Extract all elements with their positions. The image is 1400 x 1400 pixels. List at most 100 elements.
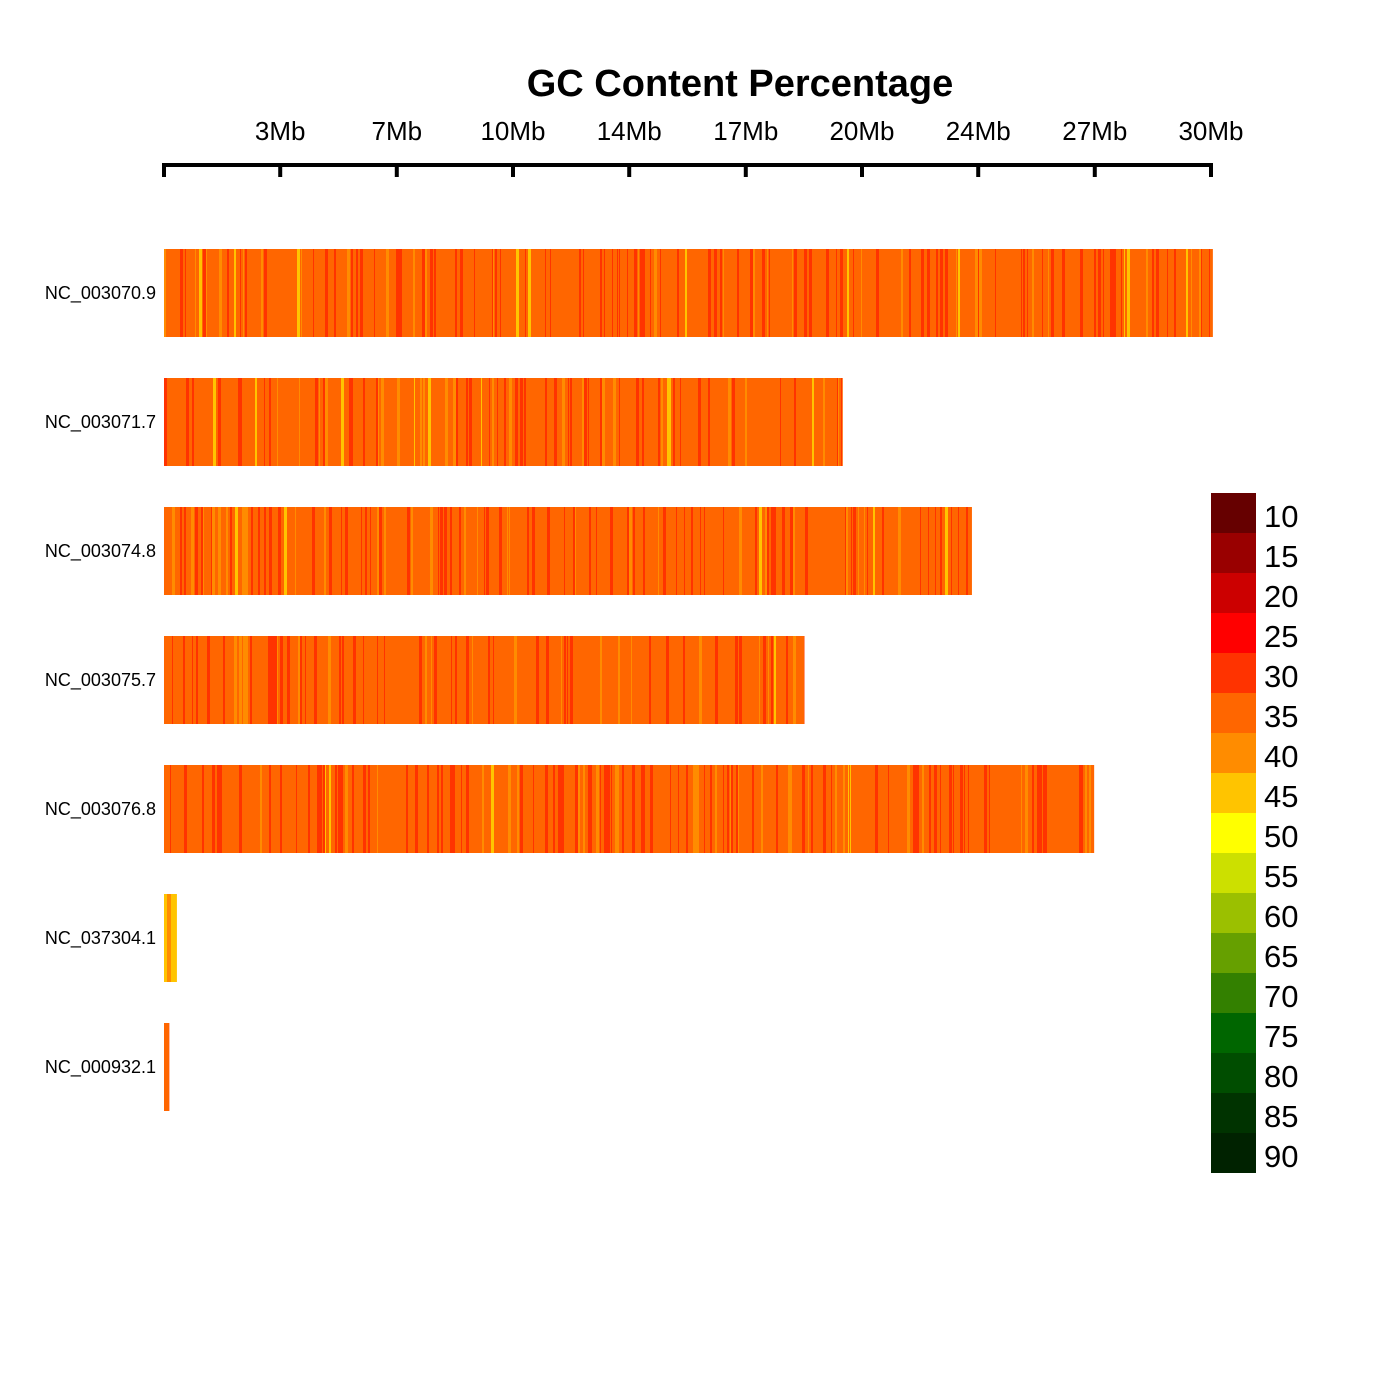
gc-stripe	[245, 765, 248, 853]
gc-stripe	[1127, 249, 1130, 337]
gc-stripe	[964, 765, 965, 853]
gc-stripe	[638, 765, 641, 853]
gc-stripe	[811, 765, 813, 853]
gc-stripe	[183, 765, 184, 853]
gc-stripe	[441, 636, 444, 724]
gc-stripe	[350, 507, 351, 595]
gc-stripe	[403, 378, 404, 466]
gc-stripe	[206, 378, 207, 466]
gc-stripe	[493, 636, 494, 724]
gc-stripe	[739, 636, 742, 724]
gc-stripe	[358, 378, 361, 466]
gc-stripe	[469, 507, 471, 595]
gc-stripe	[340, 765, 343, 853]
gc-stripe	[762, 249, 765, 337]
gc-stripe	[709, 765, 710, 853]
gc-stripe	[529, 378, 530, 466]
gc-stripe	[432, 378, 433, 466]
gc-stripe	[169, 894, 171, 982]
gc-stripe	[1061, 249, 1062, 337]
gc-stripe	[1048, 249, 1049, 337]
gc-stripe	[351, 636, 352, 724]
gc-stripe	[651, 636, 654, 724]
gc-stripe	[958, 507, 959, 595]
gc-stripe	[853, 249, 854, 337]
gc-stripe	[728, 378, 731, 466]
chromosome-label: NC_003075.7	[45, 670, 156, 691]
gc-stripe	[164, 249, 166, 337]
x-tick-label: 27Mb	[1062, 116, 1127, 146]
gc-stripe	[365, 507, 367, 595]
gc-stripe	[1003, 765, 1004, 853]
gc-stripe	[402, 249, 404, 337]
gc-stripe	[1202, 249, 1203, 337]
gc-stripe	[740, 249, 741, 337]
gc-stripe	[1110, 249, 1113, 337]
gc-stripe	[524, 378, 526, 466]
gc-stripe	[680, 378, 681, 466]
gc-stripe	[1023, 249, 1025, 337]
gc-stripe	[575, 636, 576, 724]
gc-stripe	[754, 765, 756, 853]
gc-stripe	[766, 765, 768, 853]
gc-stripe	[278, 507, 281, 595]
gc-stripe	[693, 378, 694, 466]
gc-stripe	[676, 636, 679, 724]
gc-stripe	[293, 636, 296, 724]
gc-stripe	[616, 507, 618, 595]
gc-stripe	[493, 249, 494, 337]
gc-stripe	[334, 765, 335, 853]
gc-stripe	[916, 765, 919, 853]
gc-stripe	[1089, 765, 1091, 853]
gc-stripe	[300, 636, 302, 724]
legend-label: 55	[1264, 859, 1298, 894]
gc-stripe	[879, 765, 881, 853]
gc-stripe	[765, 507, 767, 595]
gc-stripe	[312, 765, 315, 853]
gc-stripe	[952, 507, 955, 595]
gc-stripe	[250, 636, 252, 724]
gc-stripe	[1201, 249, 1202, 337]
gc-stripe	[831, 765, 832, 853]
gc-stripe	[553, 765, 555, 853]
gc-stripe	[1068, 249, 1070, 337]
gc-stripe	[735, 378, 738, 466]
gc-stripe	[650, 765, 653, 853]
gc-stripe	[393, 765, 395, 853]
gc-stripe	[578, 636, 581, 724]
gc-stripe	[318, 636, 320, 724]
gc-stripe	[753, 507, 755, 595]
gc-stripe	[723, 249, 724, 337]
gc-stripe	[369, 378, 370, 466]
gc-stripe	[479, 249, 480, 337]
gc-stripe	[1032, 249, 1034, 337]
gc-stripe	[686, 378, 687, 466]
gc-stripe	[381, 636, 382, 724]
gc-stripe	[532, 378, 535, 466]
gc-stripe	[1098, 249, 1099, 337]
gc-stripe	[562, 378, 565, 466]
legend-label: 65	[1264, 939, 1298, 974]
gc-stripe	[539, 507, 541, 595]
gc-stripe	[420, 378, 422, 466]
gc-stripe	[617, 249, 618, 337]
gc-stripe	[772, 378, 774, 466]
gc-stripe	[922, 765, 924, 853]
gc-stripe	[595, 765, 596, 853]
gc-stripe	[888, 507, 890, 595]
gc-stripe	[397, 507, 400, 595]
gc-stripe	[899, 765, 901, 853]
gc-stripe	[1089, 249, 1091, 337]
gc-stripe	[794, 249, 797, 337]
gc-stripe	[545, 378, 547, 466]
gc-stripe	[370, 249, 371, 337]
gc-stripe	[298, 636, 300, 724]
gc-stripe	[520, 378, 523, 466]
gc-stripe	[660, 765, 661, 853]
gc-stripe	[969, 249, 972, 337]
gc-stripe	[735, 636, 738, 724]
gc-stripe	[588, 765, 589, 853]
gc-stripe	[962, 507, 963, 595]
gc-stripe	[743, 249, 746, 337]
gc-stripe	[575, 507, 576, 595]
